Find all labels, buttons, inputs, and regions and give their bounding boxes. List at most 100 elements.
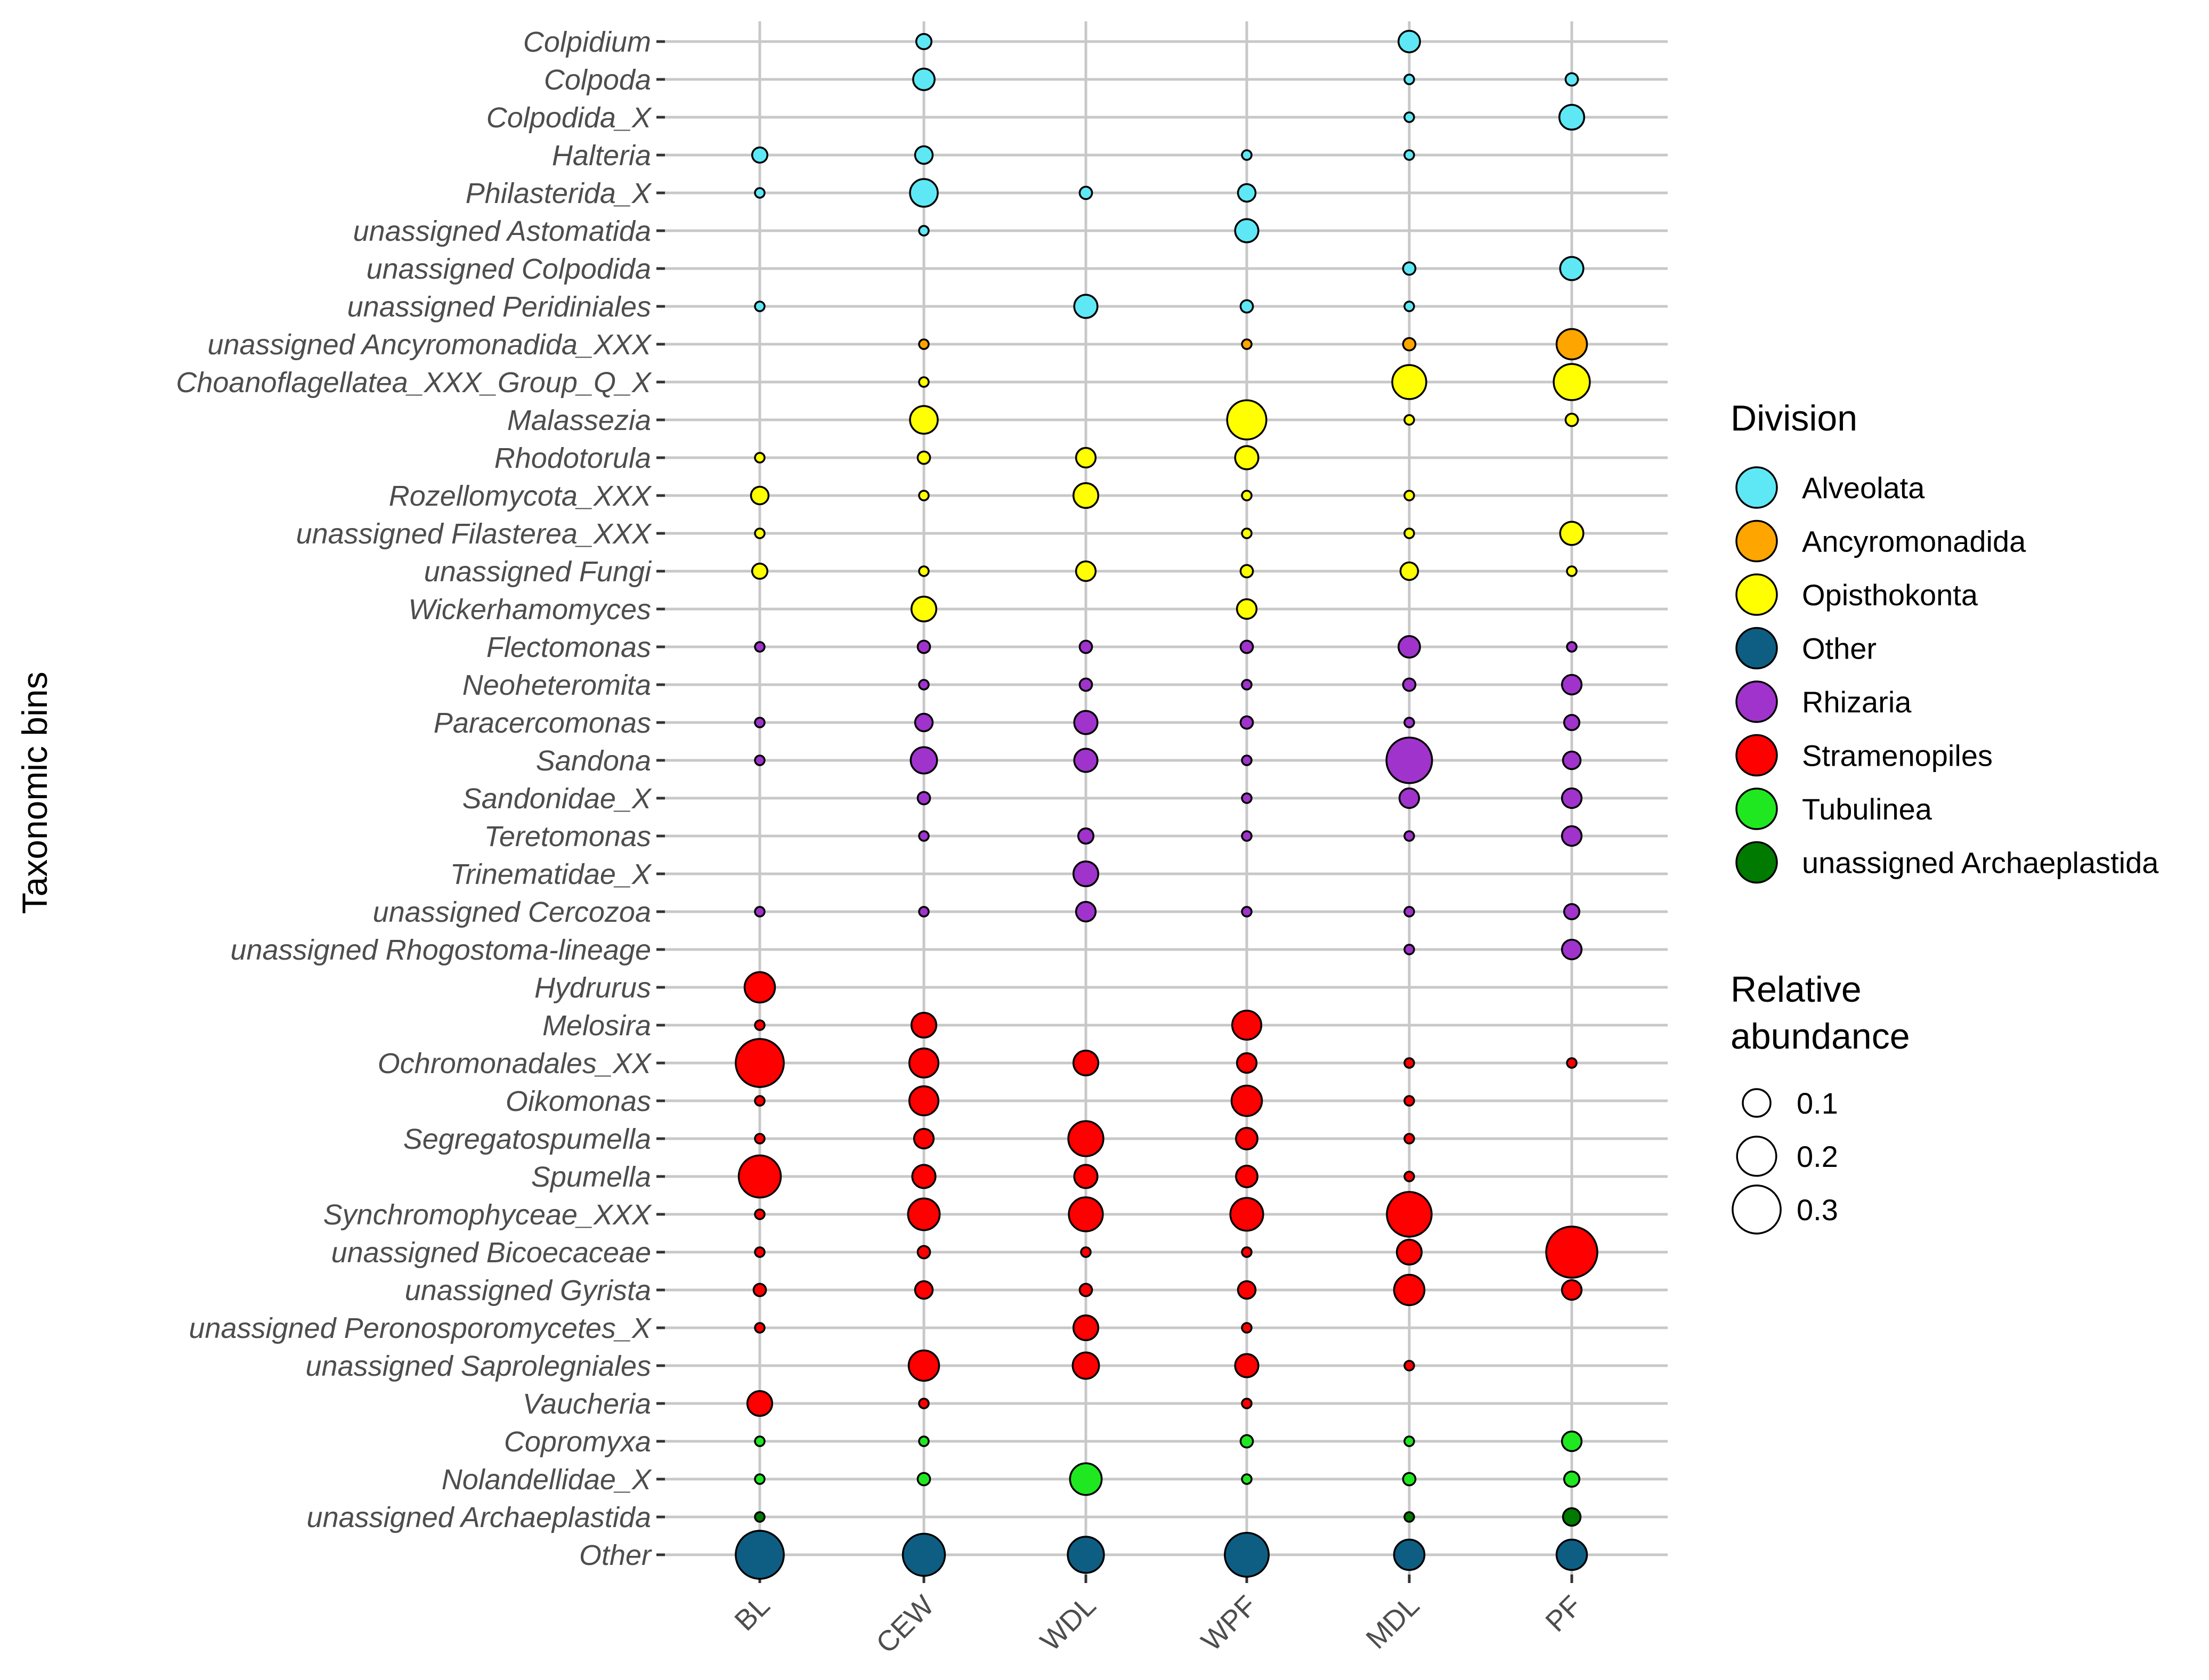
y-tick-label-unassigned-gyrista: unassigned Gyrista <box>405 1275 651 1306</box>
legend-size-label-0-2: 0.2 <box>1797 1140 1838 1173</box>
bubble-unassigned-peronosporomycetes-x-wpf <box>1241 1322 1253 1334</box>
bubble-flectomonas-bl <box>754 641 766 653</box>
bubble-paracercomonas-mdl <box>1403 717 1415 728</box>
bubble-unassigned-cercozoa-wdl <box>1075 900 1097 923</box>
bubble-unassigned-saprolegniales-wdl <box>1071 1351 1100 1380</box>
bubble-unassigned-cercozoa-bl <box>754 906 766 918</box>
bubble-unassigned-rhogostoma-lineage-pf <box>1561 938 1583 961</box>
bubble-unassigned-fungi-wpf <box>1239 564 1254 579</box>
legend-key-unassigned-archaeplastida <box>1735 841 1778 884</box>
bubble-other-wpf <box>1224 1532 1270 1578</box>
bubble-vaucheria-bl <box>746 1390 774 1417</box>
y-tick-label-sandonidae-x: Sandonidae_X <box>462 783 652 815</box>
bubble-halteria-wpf <box>1241 149 1253 161</box>
bubble-spumella-cew <box>911 1164 937 1189</box>
bubble-colpidium-mdl <box>1398 30 1421 53</box>
bubble-unassigned-bicoecaceae-cew <box>916 1245 931 1260</box>
bubble-nolandellidae-x-pf <box>1563 1470 1581 1488</box>
y-tick-label-unassigned-bicoecaceae: unassigned Bicoecaceae <box>331 1237 651 1269</box>
y-tick-label-other: Other <box>579 1539 652 1571</box>
bubble-sandona-cew <box>909 746 938 775</box>
bubble-flectomonas-wdl <box>1078 639 1093 654</box>
bubble-paracercomonas-wpf <box>1239 715 1254 730</box>
bubble-philasterida-x-wdl <box>1078 185 1093 200</box>
bubble-copromyxa-mdl <box>1403 1435 1415 1447</box>
bubble-other-bl <box>735 1530 785 1580</box>
bubble-oikomonas-bl <box>754 1095 766 1107</box>
y-tick-label-unassigned-astomatida: unassigned Astomatida <box>353 215 651 247</box>
y-tick-label-hydrurus: Hydrurus <box>534 972 651 1004</box>
legend-label-ancyromonadida: Ancyromonadida <box>1802 525 2026 558</box>
legend-label-rhizaria: Rhizaria <box>1802 685 1912 719</box>
bubble-neoheteromita-cew <box>918 679 930 691</box>
legend-size-label-0-3: 0.3 <box>1797 1193 1838 1227</box>
bubble-unassigned-filasterea-xxx-mdl <box>1403 527 1415 539</box>
bubble-unassigned-archaeplastida-mdl <box>1403 1511 1415 1523</box>
bubble-spumella-mdl <box>1403 1171 1415 1182</box>
bubble-copromyxa-pf <box>1561 1430 1583 1452</box>
bubble-unassigned-filasterea-xxx-wpf <box>1241 527 1253 539</box>
y-tick-label-sandona: Sandona <box>536 745 651 777</box>
bubble-colpoda-pf <box>1564 72 1579 87</box>
bubble-colpoda-cew <box>912 68 936 91</box>
y-tick-label-teretomonas: Teretomonas <box>484 821 651 853</box>
y-tick-label-unassigned-colpodida: unassigned Colpodida <box>367 253 651 285</box>
bubble-unassigned-gyrista-wpf <box>1237 1280 1257 1300</box>
y-tick-label-colpodida-x: Colpodida_X <box>486 102 652 134</box>
bubble-layer <box>735 30 1598 1580</box>
bubble-unassigned-cercozoa-mdl <box>1403 906 1415 918</box>
bubble-paracercomonas-cew <box>914 712 934 733</box>
bubble-unassigned-filasterea-xxx-pf <box>1559 521 1585 546</box>
y-tick-label-trinematidae-x: Trinematidae_X <box>450 858 652 890</box>
bubble-unassigned-fungi-mdl <box>1399 561 1419 581</box>
bubble-choanoflagellatea-xxx-group-q-x-cew <box>918 376 930 388</box>
bubble-wickerhamomyces-cew <box>910 595 938 623</box>
bubble-flectomonas-mdl <box>1398 635 1421 659</box>
bubble-unassigned-fungi-bl <box>751 562 769 580</box>
y-tick-label-unassigned-peridiniales: unassigned Peridiniales <box>347 291 651 323</box>
legend-key-ancyromonadida <box>1735 520 1778 563</box>
bubble-nolandellidae-x-cew <box>916 1472 931 1487</box>
bubble-rozellomycota-xxx-mdl <box>1403 490 1415 501</box>
bubble-nolandellidae-x-wdl <box>1069 1462 1103 1496</box>
y-tick-label-unassigned-rhogostoma-lineage: unassigned Rhogostoma-lineage <box>230 934 651 966</box>
bubble-rhodotorula-cew <box>916 450 931 465</box>
bubble-segregatospumella-bl <box>754 1133 766 1145</box>
y-tick-label-unassigned-cercozoa: unassigned Cercozoa <box>373 896 651 928</box>
y-tick-label-malassezia: Malassezia <box>507 404 651 436</box>
bubble-unassigned-colpodida-mdl <box>1402 261 1417 276</box>
legend-size-title-line2: abundance <box>1731 1016 1910 1057</box>
bubble-philasterida-x-cew <box>909 178 939 208</box>
bubble-oikomonas-cew <box>908 1085 940 1117</box>
y-tick-label-segregatospumella: Segregatospumella <box>403 1123 651 1155</box>
bubble-unassigned-rhogostoma-lineage-mdl <box>1403 944 1415 955</box>
y-tick-label-copromyxa: Copromyxa <box>504 1426 651 1458</box>
bubble-vaucheria-wpf <box>1241 1398 1253 1409</box>
y-tick-label-synchromophyceae-xxx: Synchromophyceae_XXX <box>323 1199 652 1231</box>
bubble-flectomonas-wpf <box>1239 639 1254 654</box>
bubble-rhodotorula-bl <box>754 452 766 464</box>
bubble-synchromophyceae-xxx-wdl <box>1068 1196 1104 1232</box>
bubble-unassigned-bicoecaceae-wdl <box>1080 1246 1092 1258</box>
bubble-rhodotorula-wpf <box>1234 445 1260 470</box>
bubble-teretomonas-pf <box>1561 825 1583 847</box>
bubble-neoheteromita-mdl <box>1402 677 1417 692</box>
y-tick-label-rhodotorula: Rhodotorula <box>494 442 651 474</box>
bubble-paracercomonas-pf <box>1563 713 1581 732</box>
bubble-synchromophyceae-xxx-wpf <box>1229 1197 1264 1232</box>
legend-label-alveolata: Alveolata <box>1802 471 1925 505</box>
bubble-unassigned-ancyromonadida-xxx-pf <box>1555 328 1588 361</box>
y-tick-label-unassigned-saprolegniales: unassigned Saprolegniales <box>306 1350 651 1382</box>
bubble-unassigned-fungi-cew <box>918 565 930 577</box>
legend-size-key-0-3 <box>1732 1184 1782 1235</box>
legend-size-key-0-2 <box>1736 1135 1777 1177</box>
bubble-unassigned-peridiniales-mdl <box>1403 301 1415 312</box>
y-tick-label-rozellomycota-xxx: Rozellomycota_XXX <box>389 480 652 512</box>
y-tick-label-halteria: Halteria <box>552 140 651 172</box>
legend-label-stramenopiles: Stramenopiles <box>1802 739 1993 773</box>
bubble-unassigned-filasterea-xxx-bl <box>754 527 766 539</box>
bubble-melosira-wpf <box>1231 1009 1263 1041</box>
x-tick-label-wdl: WDL <box>1034 1589 1102 1657</box>
legend-division-title: Division <box>1731 398 1857 439</box>
